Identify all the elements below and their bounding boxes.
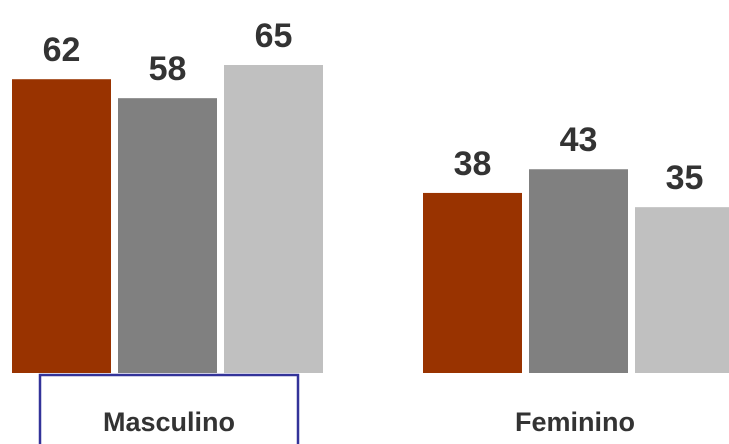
value-label-masculino-1: 62 [43, 31, 81, 69]
bar-feminino-2 [529, 169, 628, 373]
bar-masculino-1 [12, 79, 111, 373]
bar-masculino-3 [224, 65, 323, 373]
bar-feminino-3 [635, 207, 729, 373]
category-highlight-frame [38, 373, 300, 444]
bar-feminino-1 [423, 192, 522, 373]
category-labels-group: Masculino Feminino [103, 407, 635, 437]
bars-group [12, 65, 729, 374]
value-label-masculino-3: 65 [255, 17, 293, 55]
value-label-feminino-3: 35 [666, 159, 704, 197]
bar-masculino-2 [118, 98, 217, 374]
value-label-feminino-1: 38 [454, 145, 492, 183]
category-label-feminino: Feminino [515, 407, 635, 437]
category-label-masculino: Masculino [103, 407, 235, 437]
value-labels-group: 62 58 65 38 43 35 [43, 17, 704, 197]
value-label-feminino-2: 43 [560, 121, 598, 159]
value-label-masculino-2: 58 [149, 50, 187, 88]
